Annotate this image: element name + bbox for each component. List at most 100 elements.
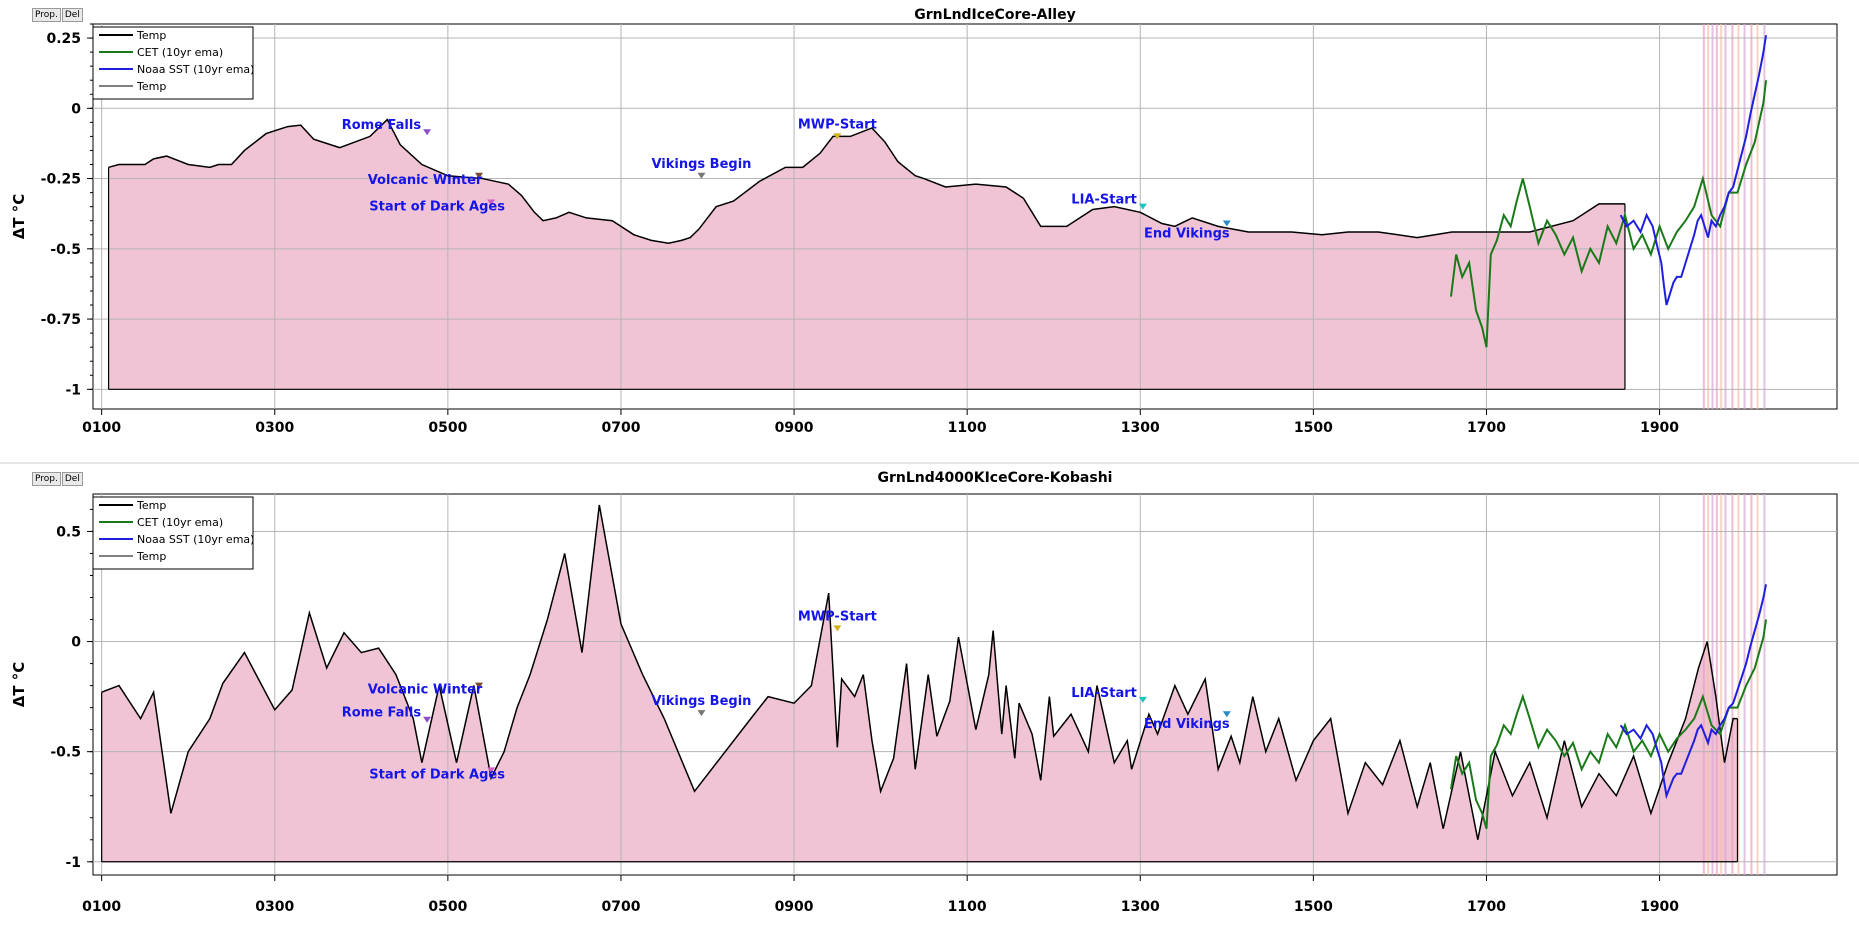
recent-band: [1715, 24, 1718, 409]
y-axis-label: ΔT °C: [10, 194, 28, 240]
legend-entry: Temp: [136, 29, 166, 42]
x-tick-label: 0900: [775, 420, 814, 436]
event-label: Start of Dark Ages: [369, 199, 505, 214]
del-button[interactable]: Del: [61, 472, 83, 486]
chart-panel-2: Prop. Del GrnLnd4000KIceCore-Kobashi 0.5 0…: [0, 464, 1859, 928]
x-tick-label: 0700: [601, 899, 640, 915]
legend: Temp CET (10yr ema) Noaa SST (10yr ema) Tem…: [92, 496, 254, 570]
temp-line: [108, 118, 1625, 244]
event-label: MWP-Start: [798, 609, 877, 624]
y-tick-label: 0: [71, 635, 81, 651]
x-tick-label: 0300: [255, 899, 294, 915]
temp-area-fill: [101, 505, 1738, 862]
event-label: End Vikings: [1144, 227, 1230, 242]
x-tick-label: 0700: [601, 420, 640, 436]
x-tick-label: 1300: [1121, 899, 1160, 915]
event-marker: [833, 133, 842, 140]
sst-line: [1619, 584, 1768, 800]
recent-band: [1720, 24, 1723, 409]
recent-band: [1702, 24, 1705, 409]
event-label: Volcanic Winter: [368, 173, 483, 188]
recent-band: [1702, 494, 1705, 875]
x-tick-label: 1700: [1467, 899, 1506, 915]
event-marker: [1138, 203, 1147, 210]
event-label: Rome Falls: [342, 118, 422, 133]
recent-band: [1715, 494, 1718, 875]
event-marker: [1222, 220, 1231, 227]
recent-band: [1707, 24, 1710, 409]
legend: Temp CET (10yr ema) Noaa SST (10yr ema) Tem…: [92, 26, 254, 100]
x-tick-label: 0500: [428, 420, 467, 436]
grid: [93, 24, 1837, 409]
recent-band: [1731, 494, 1734, 875]
x-tick-label: 0500: [428, 899, 467, 915]
chart-panel-1: Prop. Del GrnLndIceCore-Alley 0.25 0 -0.25 -…: [0, 0, 1859, 464]
legend-entry: Temp: [136, 550, 166, 563]
chart-title: GrnLndIceCore-Alley: [914, 7, 1075, 23]
chart-alley: GrnLndIceCore-Alley 0.25 0 -0.25 -0.5 -0.75 -1…: [10, 7, 1838, 436]
prop-button[interactable]: Prop.: [32, 8, 61, 22]
event-marker: [423, 716, 432, 723]
prop-button[interactable]: Prop.: [32, 472, 61, 486]
sst-line: [1619, 35, 1768, 306]
x-tick-label: 1500: [1294, 899, 1333, 915]
recent-band: [1743, 24, 1746, 409]
recent-band: [1720, 494, 1723, 875]
event-marker: [475, 682, 484, 689]
recent-band: [1724, 24, 1727, 409]
x-tick-label: 1100: [948, 899, 987, 915]
x-tick-label: 1900: [1640, 420, 1679, 436]
event-label: MWP-Start: [798, 117, 877, 132]
event-label: LIA-Start: [1071, 193, 1137, 208]
x-tick-label: 1100: [948, 420, 987, 436]
y-tick-label: -0.5: [50, 242, 81, 258]
x-tick-label: 1700: [1467, 420, 1506, 436]
legend-box: [92, 26, 254, 100]
legend-entry: Noaa SST (10yr ema): [137, 63, 254, 76]
event-marker: [697, 172, 706, 179]
x-tick-label: 0300: [255, 420, 294, 436]
event-label: Start of Dark Ages: [369, 767, 505, 782]
recent-band: [1707, 494, 1710, 875]
x-tick-label: 0100: [82, 899, 121, 915]
y-tick-label: 0.25: [46, 31, 81, 47]
legend-entry: CET (10yr ema): [137, 46, 223, 59]
legend-entry: CET (10yr ema): [137, 516, 223, 529]
cet-line: [1449, 619, 1768, 830]
recent-band: [1711, 494, 1714, 875]
recent-band: [1756, 494, 1759, 875]
legend-entry: Temp: [136, 499, 166, 512]
event-marker: [423, 129, 432, 136]
event-marker: [1138, 696, 1147, 703]
event-label: End Vikings: [1144, 717, 1230, 732]
recent-band: [1724, 494, 1727, 875]
y-tick-label: 0: [71, 101, 81, 117]
y-tick-label: 0.5: [56, 524, 81, 540]
y-tick-label: -1: [65, 855, 81, 871]
recent-band: [1750, 494, 1753, 875]
chart-kobashi: GrnLnd4000KIceCore-Kobashi 0.5 0 -0.5 -1 0100…: [10, 470, 1838, 915]
del-button[interactable]: Del: [61, 8, 83, 22]
y-tick-label: -0.25: [41, 172, 81, 188]
x-tick-label: 1900: [1640, 899, 1679, 915]
x-tick-label: 1300: [1121, 420, 1160, 436]
recent-band: [1743, 494, 1746, 875]
event-marker: [697, 710, 706, 717]
recent-band: [1756, 24, 1759, 409]
panel-1-buttons: Prop. Del: [32, 8, 83, 22]
chart-title: GrnLnd4000KIceCore-Kobashi: [878, 470, 1113, 486]
event-marker: [487, 199, 496, 206]
recent-band: [1763, 24, 1766, 409]
event-marker: [487, 767, 496, 774]
event-label: Vikings Begin: [651, 157, 751, 172]
event-label: Vikings Begin: [651, 694, 751, 709]
event-marker: [833, 625, 842, 632]
cet-line: [1449, 80, 1768, 348]
panel-2-buttons: Prop. Del: [32, 472, 83, 486]
x-tick-label: 1500: [1294, 420, 1333, 436]
temp-area-fill: [108, 119, 1625, 390]
event-label: Rome Falls: [342, 706, 422, 721]
recent-band: [1763, 494, 1766, 875]
event-marker: [1222, 711, 1231, 718]
panel-separator: [0, 462, 1859, 464]
